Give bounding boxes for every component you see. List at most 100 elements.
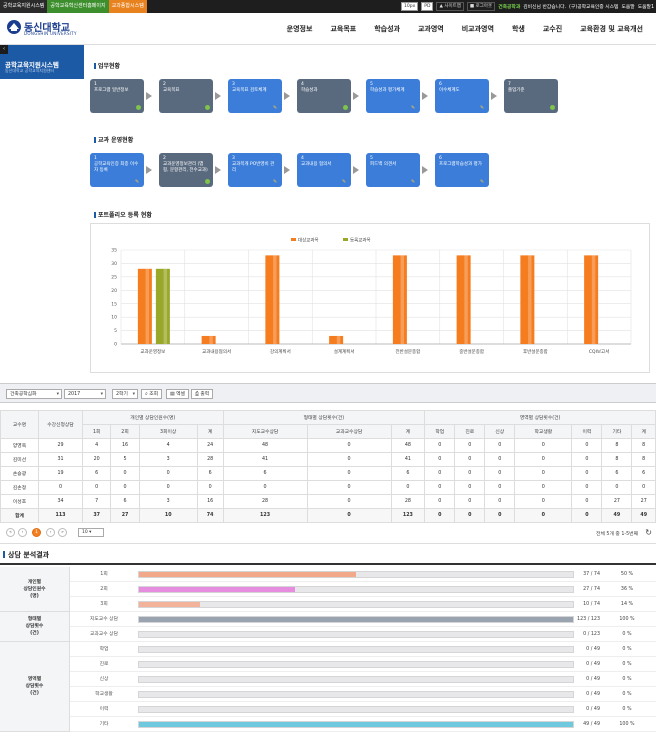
pencil-icon: ✎ bbox=[480, 179, 485, 185]
nav-environment[interactable]: 교육환경 및 교육개선 bbox=[580, 25, 643, 33]
analysis-row: 1회 37 / 74 50 % bbox=[70, 567, 656, 582]
table-row[interactable]: 양영옥 29 4 16 4 24 48 0 48 0 0 0 0 0 8 8 bbox=[0, 438, 656, 453]
step-curr_steps-6[interactable]: 6 프로그램학습성과 평가 ✎ bbox=[435, 153, 489, 187]
step-curr_steps-3[interactable]: 3 교과목개 PO반영비 관리 ✎ bbox=[228, 153, 282, 187]
y-tick-label: 5 bbox=[114, 328, 117, 334]
table-cell: 0 bbox=[38, 480, 83, 495]
step-number: 6 bbox=[439, 156, 442, 161]
table-cell: 0 bbox=[484, 452, 516, 467]
search-button[interactable]: ⌕ 조회 bbox=[141, 389, 163, 399]
pagination: « ‹ 1 › » 10 ▾ 전체 5개 중 1-5번째 ↻ bbox=[0, 522, 656, 544]
excel-button[interactable]: ▤ 엑셀 bbox=[166, 389, 189, 399]
bar-0-3 bbox=[329, 335, 344, 344]
group-label-text: 영역별 상담횟수 (건) bbox=[25, 677, 44, 696]
step-work_steps-3[interactable]: 3 교육목표 검토체계 ✎ bbox=[228, 79, 282, 113]
prev-page-button[interactable]: ‹ bbox=[18, 528, 27, 537]
col-sub2-0: 지도교수상담 bbox=[222, 424, 308, 439]
analysis-percent: 0 % bbox=[622, 677, 632, 682]
tab-innovation-center[interactable]: 공학교육혁신센터홈페이지 bbox=[47, 0, 109, 13]
table-cell: 0 bbox=[138, 466, 198, 481]
nav-operation[interactable]: 운영정보 bbox=[286, 25, 313, 33]
help-link[interactable]: 도움말 bbox=[621, 5, 635, 10]
step-work_steps-6[interactable]: 6 이수체계도 ✎ bbox=[435, 79, 489, 113]
table-row[interactable]: 이성호 34 7 6 3 16 28 0 28 0 0 0 0 0 27 27 bbox=[0, 494, 656, 509]
table-cell: 24 bbox=[196, 438, 224, 453]
step-number: 1 bbox=[94, 156, 97, 161]
step-work_steps-7[interactable]: 7 졸업기준 bbox=[504, 79, 558, 113]
step-number: 4 bbox=[301, 82, 304, 87]
step-curr_steps-5[interactable]: 5 피드백 의견서 ✎ bbox=[366, 153, 420, 187]
first-page-button[interactable]: « bbox=[6, 528, 15, 537]
y-tick-label: 30 bbox=[111, 261, 117, 267]
bar-0-0 bbox=[137, 268, 152, 344]
arrow-right-icon bbox=[353, 166, 359, 174]
table-cell: 41 bbox=[222, 452, 308, 467]
sitemap-button[interactable]: ▲ 사이트맵 bbox=[436, 2, 464, 11]
analysis-count: 0 / 49 bbox=[586, 692, 600, 697]
table-cell: 0 bbox=[631, 480, 656, 495]
analysis-count: 0 / 49 bbox=[586, 677, 600, 682]
table-cell: 0 bbox=[306, 438, 392, 453]
analysis-percent: 36 % bbox=[620, 587, 634, 592]
sidebar: ‹ 공학교육지원시스템 동신대학교 공학교육지원센터 bbox=[0, 45, 84, 383]
table-cell: 19 bbox=[38, 466, 83, 481]
table-cell: 4 bbox=[81, 438, 112, 453]
tab-curriculum-system[interactable]: 교과종합시스템 bbox=[108, 0, 147, 13]
per-page-select[interactable]: 10 ▾ bbox=[78, 528, 104, 537]
step-curr_steps-4[interactable]: 4 교과내용 협의서 ✎ bbox=[297, 153, 351, 187]
table-cell: 0 bbox=[138, 480, 198, 495]
table-cell: 20 bbox=[81, 452, 112, 467]
progress-fill bbox=[139, 587, 296, 592]
step-work_steps-2[interactable]: 2 교육목표 bbox=[159, 79, 213, 113]
nav-curriculum[interactable]: 교과영역 bbox=[417, 25, 444, 33]
table-cell: 8 bbox=[631, 452, 656, 467]
last-page-button[interactable]: » bbox=[58, 528, 67, 537]
y-tick-label: 25 bbox=[111, 274, 117, 280]
step-work_steps-1[interactable]: 1 프로그램 일반정보 bbox=[90, 79, 144, 113]
help1-link[interactable]: 도움말1 bbox=[637, 5, 654, 10]
print-button[interactable]: ⎙ 출력 bbox=[191, 389, 214, 399]
table-row[interactable]: 손승광 19 6 0 0 6 6 0 6 0 0 0 0 0 6 6 bbox=[0, 466, 656, 481]
nav-students[interactable]: 학생 bbox=[511, 25, 525, 33]
col-sub3-1: 진로 bbox=[454, 424, 486, 439]
table-cell: 27 bbox=[631, 494, 656, 509]
nav-faculty[interactable]: 교수진 bbox=[542, 25, 563, 33]
analysis-row-label: 지도교수 상담 bbox=[89, 617, 118, 622]
language-select[interactable]: PD bbox=[421, 2, 434, 11]
table-cell: 0 bbox=[222, 480, 308, 495]
nav-goals[interactable]: 교육목표 bbox=[330, 25, 357, 33]
table-row[interactable]: 김미선 31 20 5 3 28 41 0 41 0 0 0 0 0 8 8 bbox=[0, 452, 656, 467]
nav-outcomes[interactable]: 학습성과 bbox=[374, 25, 400, 33]
step-work_steps-5[interactable]: 5 학습성과 평가체계 ✎ bbox=[366, 79, 420, 113]
step-curr_steps-1[interactable]: 1 공학교육인증 최종 이수자 등록 ✎ bbox=[90, 153, 144, 187]
step-work_steps-4[interactable]: 4 학습성과 bbox=[297, 79, 351, 113]
term-select[interactable]: 2학기 bbox=[112, 389, 138, 399]
step-curr_steps-2[interactable]: 2 교과운영정보관리 (맵핑, 문항관리, 전수교과) bbox=[159, 153, 213, 187]
old-system-link[interactable]: (구)공학교육인증 시스템 bbox=[569, 5, 619, 10]
analysis-row: 3회 10 / 74 14 % bbox=[70, 597, 656, 612]
refresh-icon[interactable]: ↻ bbox=[645, 528, 652, 537]
table-cell: 0 bbox=[306, 452, 392, 467]
page-button-current[interactable]: 1 bbox=[32, 528, 41, 537]
table-cell: 0 bbox=[110, 480, 140, 495]
year-select[interactable]: 2017 bbox=[64, 389, 106, 399]
collapse-sidebar-icon[interactable]: ‹ bbox=[0, 45, 8, 54]
analysis-row-label: 학교생활 bbox=[95, 692, 113, 697]
tab-engineering-system[interactable]: 공학교육지원시스템 bbox=[0, 0, 48, 13]
analysis-title: 상담 분석결과 bbox=[3, 550, 49, 560]
col-sub3-4: 이력 bbox=[571, 424, 603, 439]
col-sub2-1: 교과교수상담 bbox=[306, 424, 392, 439]
logout-button[interactable]: ■ 로그아웃 bbox=[466, 2, 496, 11]
col-professor: 교수명 bbox=[0, 410, 39, 439]
total-cell: 합계 bbox=[0, 508, 39, 523]
next-page-button[interactable]: › bbox=[46, 528, 55, 537]
col-sub2-2: 계 bbox=[390, 424, 426, 439]
font-size-select[interactable]: 10px bbox=[401, 2, 419, 11]
col-sub1-2: 3회이상 bbox=[138, 424, 198, 439]
nav-extracurricular[interactable]: 비교과영역 bbox=[461, 25, 494, 33]
table-cell: 6 bbox=[601, 466, 633, 481]
table-row[interactable]: 김손정 0 0 0 0 0 0 0 0 0 0 0 0 0 0 0 bbox=[0, 480, 656, 495]
lock-icon: ■ bbox=[469, 4, 475, 9]
department-select[interactable]: 건축공학심화 bbox=[6, 389, 62, 399]
pencil-icon: ✎ bbox=[135, 179, 140, 185]
